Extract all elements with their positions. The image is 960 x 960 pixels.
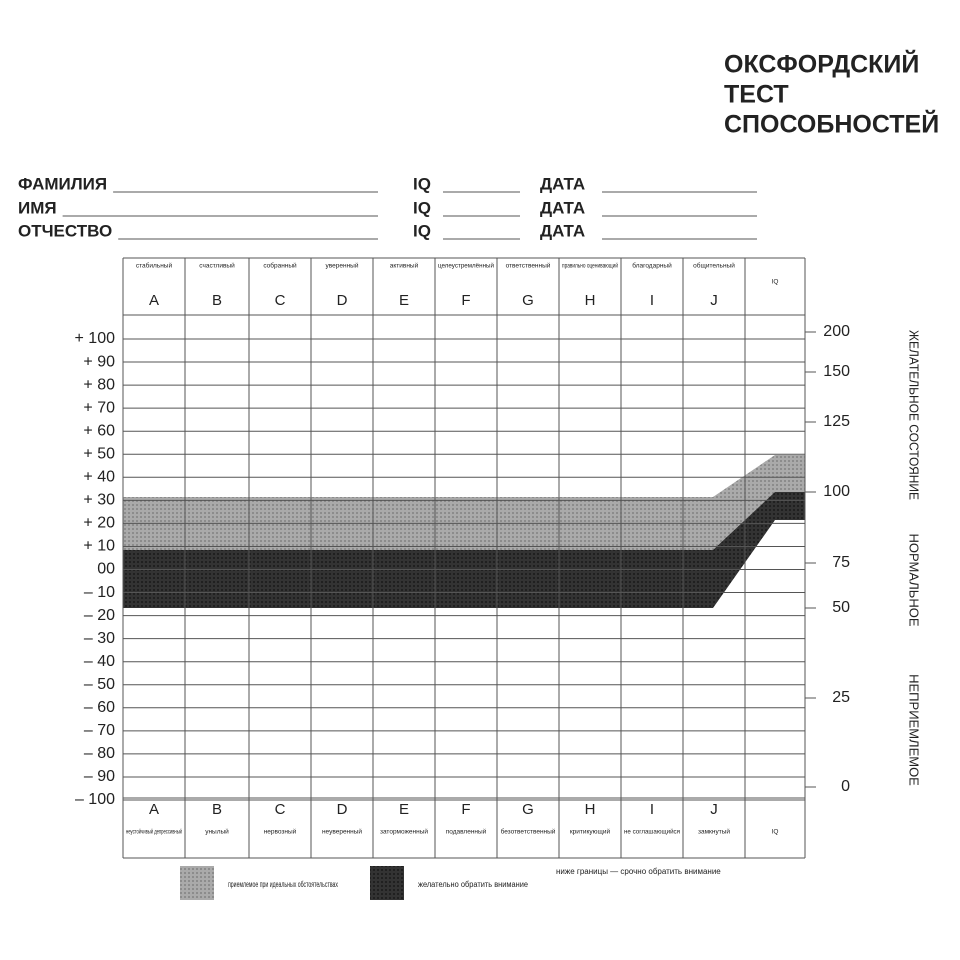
column-bottom-label: безответственный xyxy=(501,828,556,836)
left-scale-label: – 40 xyxy=(84,653,115,670)
column-letter: D xyxy=(337,801,348,818)
column-letter: A xyxy=(149,801,159,818)
column-letter: C xyxy=(275,292,286,309)
right-scale-label: 200 xyxy=(823,323,850,340)
column-top-label: общительный xyxy=(693,262,735,270)
left-scale-label: 00 xyxy=(97,561,115,578)
field-label: IQ xyxy=(413,174,431,193)
left-scale-label: + 80 xyxy=(83,376,115,393)
field-label: ОТЧЕСТВО xyxy=(18,221,112,240)
column-letter: J xyxy=(710,292,718,309)
column-top-label: уверенный xyxy=(326,262,359,270)
column-bottom-label: не соглашающийся xyxy=(624,828,680,836)
left-scale-label: – 20 xyxy=(84,607,115,624)
attention-band xyxy=(123,492,805,608)
field-label: IQ xyxy=(413,198,431,217)
left-scale-label: – 70 xyxy=(84,722,115,739)
column-letter: F xyxy=(461,292,470,309)
column-bottom-label: неуверенный xyxy=(322,828,362,836)
field-label: ИМЯ xyxy=(18,198,57,217)
left-scale-label: – 30 xyxy=(84,630,115,647)
title-line: СПОСОБНОСТЕЙ xyxy=(724,109,939,139)
column-bottom-label: замкнутый xyxy=(698,828,730,836)
column-top-label: благодарный xyxy=(632,262,672,270)
column-letter: H xyxy=(585,292,596,309)
left-scale-label: + 50 xyxy=(83,445,115,462)
legend-text: желательно обратить внимание xyxy=(418,880,529,889)
left-scale-label: + 20 xyxy=(83,515,115,532)
left-scale-label: – 90 xyxy=(84,768,115,785)
column-letter: J xyxy=(710,801,718,818)
right-scale-label: 75 xyxy=(832,554,850,571)
column-top-label: целеустремлённый xyxy=(438,262,494,270)
column-letter: F xyxy=(461,801,470,818)
zone-label: ЖЕЛАТЕЛЬНОЕ СОСТОЯНИЕ xyxy=(907,330,922,500)
legend-text: ниже границы — срочно обратить внимание xyxy=(556,867,721,876)
left-scale-label: + 70 xyxy=(83,399,115,416)
field-label: ДАТА xyxy=(540,221,585,240)
column-bottom-label: IQ xyxy=(772,829,779,836)
right-scale-label: 25 xyxy=(832,689,850,706)
column-bottom-label: унылый xyxy=(205,828,229,836)
column-top-label: ответственный xyxy=(506,262,551,270)
left-scale-label: – 10 xyxy=(84,584,115,601)
column-letter: B xyxy=(212,801,222,818)
column-top-label: правильно оценивающий xyxy=(562,262,618,270)
left-scale-label: + 100 xyxy=(75,330,116,347)
right-scale-label: 100 xyxy=(823,483,850,500)
legend-text: приемлемое при идеальных обстоятельствах xyxy=(228,880,338,889)
column-bottom-label: неустойчивый депрессивный xyxy=(126,828,182,836)
acceptable-band xyxy=(123,455,805,550)
column-bottom-label: подавленный xyxy=(446,828,487,836)
column-top-label: IQ xyxy=(772,279,779,286)
column-top-label: активный xyxy=(390,262,419,270)
column-bottom-label: заторможенный xyxy=(380,828,428,836)
left-scale-label: + 10 xyxy=(83,538,115,555)
column-letter: I xyxy=(650,801,654,818)
right-scale-label: 50 xyxy=(832,599,850,616)
zone-label: НОРМАЛЬНОЕ xyxy=(907,533,922,626)
left-scale-label: – 80 xyxy=(84,745,115,762)
field-label: ДАТА xyxy=(540,198,585,217)
column-letter: D xyxy=(337,292,348,309)
right-scale-label: 0 xyxy=(841,778,850,795)
left-scale-label: + 90 xyxy=(83,353,115,370)
column-letter: I xyxy=(650,292,654,309)
left-scale-label: + 40 xyxy=(83,469,115,486)
column-letter: E xyxy=(399,292,409,309)
left-scale-label: – 100 xyxy=(75,791,115,808)
column-top-label: счастливый xyxy=(199,262,235,270)
field-label: ФАМИЛИЯ xyxy=(18,174,107,193)
title-line: ОКСФОРДСКИЙ xyxy=(724,49,919,79)
left-scale-label: – 60 xyxy=(84,699,115,716)
column-bottom-label: нервозный xyxy=(264,828,297,836)
field-label: ДАТА xyxy=(540,174,585,193)
column-letter: C xyxy=(275,801,286,818)
column-letter: E xyxy=(399,801,409,818)
left-scale-label: + 30 xyxy=(83,492,115,509)
legend-swatch xyxy=(180,866,214,900)
column-letter: G xyxy=(522,801,534,818)
column-letter: A xyxy=(149,292,159,309)
left-scale-label: + 60 xyxy=(83,422,115,439)
zone-label: НЕПРИЕМЛЕМОЕ xyxy=(907,674,922,786)
column-top-label: стабильный xyxy=(136,262,173,270)
right-scale-label: 125 xyxy=(823,413,850,430)
field-label: IQ xyxy=(413,221,431,240)
right-scale-label: 150 xyxy=(823,363,850,380)
column-bottom-label: критикующий xyxy=(570,828,611,836)
left-scale-label: – 50 xyxy=(84,676,115,693)
column-letter: B xyxy=(212,292,222,309)
column-top-label: собранный xyxy=(263,262,297,270)
title-line: ТЕСТ xyxy=(724,81,789,109)
legend-swatch xyxy=(370,866,404,900)
column-letter: G xyxy=(522,292,534,309)
column-letter: H xyxy=(585,801,596,818)
